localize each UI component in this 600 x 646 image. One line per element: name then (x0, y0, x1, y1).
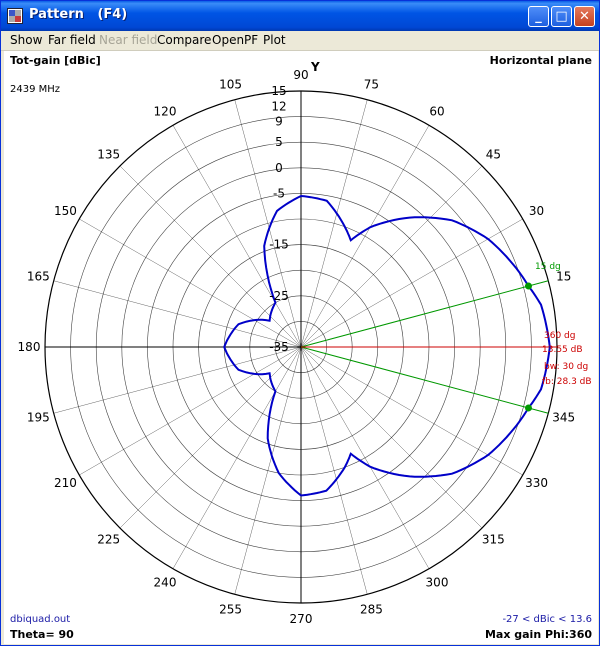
grid-spoke (53, 346, 302, 414)
file-name-label: dbiquad.out (10, 614, 71, 625)
angle-tick-label: 165 (27, 270, 50, 284)
grid-spoke (79, 218, 302, 348)
angle-tick-label: 330 (525, 476, 548, 490)
polar-chart: 1801651501351201059075604530153453303153… (18, 60, 592, 626)
angle-tick-label: 60 (429, 104, 444, 118)
angle-tick-label: 75 (364, 77, 379, 91)
gain-unit-label: Tot-gain [dBic] (10, 54, 101, 67)
angle-tick-label: 135 (97, 148, 120, 162)
angle-tick-label: 345 (552, 410, 575, 424)
angle-tick-label: 300 (426, 576, 449, 590)
title-bar[interactable]: Pattern (F4) _ □ ✕ (1, 1, 599, 31)
angle-tick-label: 15 (556, 270, 571, 284)
grid-spoke (300, 165, 483, 348)
radial-tick-label: -15 (269, 238, 289, 252)
beamwidth-label: bw: 30 dg (544, 362, 588, 372)
angle-tick-label: 240 (154, 576, 177, 590)
radial-tick-label: 12 (271, 99, 286, 113)
max-gain-phi-label: Max gain Phi:360 (484, 628, 592, 641)
angle-tick-label: 270 (290, 612, 313, 626)
plot-area[interactable]: 180 165 150 135 120 105 90 75 60 45 30 15 345 330 315 3… (4, 51, 598, 644)
angle-tick-label: 90 (293, 68, 308, 82)
angle-tick-label: 285 (360, 603, 383, 617)
beamwidth-marker (524, 404, 532, 412)
maximize-button[interactable]: □ (551, 6, 572, 27)
angle-tick-label: 195 (27, 410, 50, 424)
angle-tick-label: 210 (54, 476, 77, 490)
window-title: Pattern (F4) (29, 7, 128, 22)
grid-spoke (172, 346, 302, 569)
radial-tick-label: 0 (275, 161, 283, 175)
angle-tick-label: 30 (529, 204, 544, 218)
grid-spoke (300, 99, 368, 348)
angle-tick-label: 255 (219, 603, 242, 617)
angle-tick-label: 225 (97, 532, 120, 546)
angle-tick-label: 120 (154, 104, 177, 118)
grid-spoke (53, 280, 302, 348)
grid-spoke (234, 346, 302, 595)
radial-tick-label: 9 (275, 115, 283, 129)
pattern-curve (223, 194, 551, 497)
grid-spoke (300, 346, 483, 529)
minimize-button[interactable]: _ (528, 6, 549, 27)
grid-spoke (172, 125, 302, 348)
menu-near-field[interactable]: Near field (99, 33, 158, 47)
close-button[interactable]: ✕ (574, 6, 595, 27)
beamwidth-upper-label: 15 dg (535, 262, 561, 272)
menu-show[interactable]: Show (10, 33, 43, 47)
radial-tick-label: 15 (271, 84, 286, 98)
axis-label-y: Y (310, 60, 320, 74)
max-gain-label: 13.55 dB (542, 345, 583, 355)
beamwidth-marker (524, 282, 532, 290)
frequency-label: 2439 MHz (10, 84, 61, 95)
grid-spoke (79, 346, 302, 476)
angle-tick-label: 150 (54, 204, 77, 218)
menu-compare[interactable]: Compare (157, 33, 212, 47)
menu-far-field[interactable]: Far field (48, 33, 96, 47)
grid-spoke (300, 346, 430, 569)
grid-spoke (234, 99, 302, 348)
angle-tick-label: 180 (18, 340, 41, 354)
angle-tick-label: 315 (482, 532, 505, 546)
max-angle-label: 360 dg (544, 331, 575, 341)
angle-tick-label: 105 (219, 77, 242, 91)
menu-bar: Show Far field Near field Compare OpenPF… (1, 31, 599, 51)
radial-tick-label: 5 (275, 135, 283, 149)
theta-label: Theta= 90 (10, 628, 74, 641)
radial-tick-label: -5 (273, 186, 285, 200)
app-icon (7, 8, 23, 24)
menu-plot[interactable]: Plot (263, 33, 286, 47)
grid-spoke (300, 125, 430, 348)
radial-tick-label: -35 (269, 340, 289, 354)
grid-spoke (300, 218, 523, 348)
beamwidth-line (300, 346, 549, 414)
beamwidth-line (300, 280, 549, 348)
grid-spoke (300, 346, 523, 476)
grid-spoke (119, 346, 302, 529)
plane-label: Horizontal plane (489, 54, 592, 67)
angle-tick-label: 45 (486, 148, 501, 162)
grid-spoke (300, 346, 368, 595)
radial-tick-label: -25 (269, 289, 289, 303)
gain-range-label: -27 < dBic < 13.6 (502, 614, 592, 625)
menu-openpf[interactable]: OpenPF (212, 33, 259, 47)
front-back-label: fb: 28.3 dB (542, 377, 592, 387)
